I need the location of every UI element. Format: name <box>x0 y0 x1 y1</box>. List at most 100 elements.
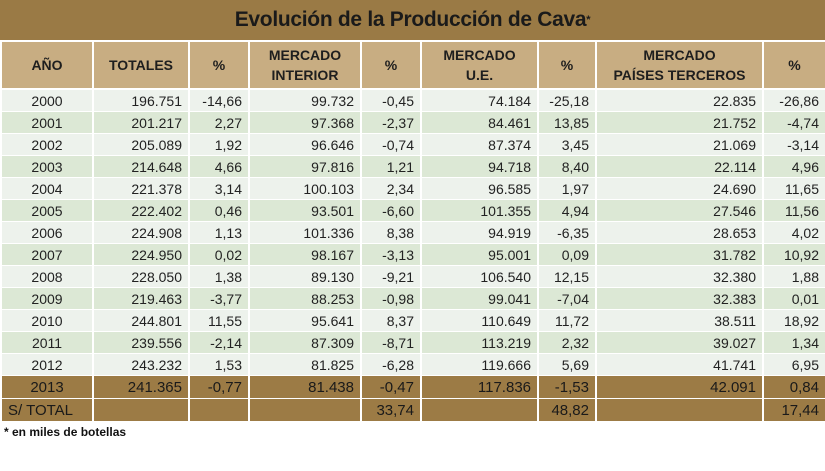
cell-pct-interior: -8,71 <box>360 331 422 354</box>
cell-pct-ue: 5,69 <box>537 353 597 376</box>
cell-pct-interior: -2,37 <box>360 111 422 134</box>
table-row: 2002 205.089 1,92 96.646 -0,74 87.374 3,45 21.0… <box>0 133 825 156</box>
cell-pct-terceros: -26,86 <box>762 89 825 112</box>
cell-pct-ue: 13,85 <box>537 111 597 134</box>
header-ue-line2: U.E. <box>465 67 494 83</box>
cell-pct-totales: 3,14 <box>188 177 250 200</box>
table-row: 2009 219.463 -3,77 88.253 -0,98 99.041 -7,04 32… <box>0 287 825 310</box>
cell-pct-terceros: 11,65 <box>762 177 825 200</box>
header-pct-interior: % <box>360 42 422 90</box>
cell-pct-totales: 1,13 <box>188 221 250 244</box>
cell-year: 2003 <box>0 155 94 178</box>
header-ue-line1: MERCADO <box>443 47 516 63</box>
cell-ue: 99.041 <box>420 287 539 310</box>
cell-pct-totales: -3,77 <box>188 287 250 310</box>
cell-terceros: 22.835 <box>595 89 764 112</box>
cell-pct-terceros: 1,34 <box>762 331 825 354</box>
cell-pct-ue: 0,09 <box>537 243 597 266</box>
cell-terceros: 31.782 <box>595 243 764 266</box>
cell-terceros: 41.741 <box>595 353 764 376</box>
cell-terceros: 21.069 <box>595 133 764 156</box>
table-row: 2010 244.801 11,55 95.641 8,37 110.649 11,72 38… <box>0 309 825 332</box>
subtotal-empty <box>92 398 190 422</box>
cell-interior: 97.368 <box>248 111 362 134</box>
cell-pct-ue: 3,45 <box>537 133 597 156</box>
cell-interior: 88.253 <box>248 287 362 310</box>
cell-ue: 96.585 <box>420 177 539 200</box>
cell-pct-terceros: 4,96 <box>762 155 825 178</box>
cell-pct-interior: -3,13 <box>360 243 422 266</box>
cell-terceros: 22.114 <box>595 155 764 178</box>
cell-terceros: 24.690 <box>595 177 764 200</box>
cell-pct-terceros: -3,14 <box>762 133 825 156</box>
table-row: 2006 224.908 1,13 101.336 8,38 94.919 -6,35 28.… <box>0 221 825 244</box>
cell-year: 2001 <box>0 111 94 134</box>
header-terceros: MERCADO PAÍSES TERCEROS <box>595 42 764 90</box>
table-row: 2007 224.950 0,02 98.167 -3,13 95.001 0,09 31.7… <box>0 243 825 266</box>
table-row: 2008 228.050 1,38 89.130 -9,21 106.540 12,15 32… <box>0 265 825 288</box>
cell-pct-interior: 2,34 <box>360 177 422 200</box>
cell-interior: 81.438 <box>248 375 362 399</box>
table-row: 2011 239.556 -2,14 87.309 -8,71 113.219 2,32 39… <box>0 331 825 354</box>
cell-totales: 243.232 <box>92 353 190 376</box>
cell-pct-interior: 1,21 <box>360 155 422 178</box>
cell-pct-interior: -9,21 <box>360 265 422 288</box>
cell-pct-ue: -7,04 <box>537 287 597 310</box>
cell-pct-interior: -0,98 <box>360 287 422 310</box>
cell-year: 2013 <box>0 375 94 399</box>
table-row: 2012 243.232 1,53 81.825 -6,28 119.666 5,69 41.… <box>0 353 825 376</box>
cell-ue: 84.461 <box>420 111 539 134</box>
cell-terceros: 38.511 <box>595 309 764 332</box>
cell-pct-totales: 0,02 <box>188 243 250 266</box>
table-row: 2001 201.217 2,27 97.368 -2,37 84.461 13,85 21.… <box>0 111 825 134</box>
cell-totales: 224.950 <box>92 243 190 266</box>
cell-year: 2011 <box>0 331 94 354</box>
cell-terceros: 21.752 <box>595 111 764 134</box>
header-row: AÑO TOTALES % MERCADO INTERIOR % MERCADO U… <box>0 42 825 90</box>
subtotal-empty <box>595 398 764 422</box>
cell-ue: 74.184 <box>420 89 539 112</box>
cell-totales: 224.908 <box>92 221 190 244</box>
cell-totales: 219.463 <box>92 287 190 310</box>
cell-interior: 87.309 <box>248 331 362 354</box>
cell-year: 2010 <box>0 309 94 332</box>
header-terceros-line1: MERCADO <box>643 47 716 63</box>
header-interior: MERCADO INTERIOR <box>248 42 362 90</box>
cell-ue: 119.666 <box>420 353 539 376</box>
cell-totales: 214.648 <box>92 155 190 178</box>
cell-pct-terceros: 10,92 <box>762 243 825 266</box>
title-text: Evolución de la Producción de Cava <box>234 8 587 31</box>
header-pct-ue: % <box>537 42 597 90</box>
cell-ue: 106.540 <box>420 265 539 288</box>
cell-interior: 101.336 <box>248 221 362 244</box>
cell-terceros: 27.546 <box>595 199 764 222</box>
cell-year: 2004 <box>0 177 94 200</box>
cell-pct-totales: -0,77 <box>188 375 250 399</box>
cell-pct-terceros: 6,95 <box>762 353 825 376</box>
cell-pct-ue: -1,53 <box>537 375 597 399</box>
cell-terceros: 32.383 <box>595 287 764 310</box>
cell-year: 2006 <box>0 221 94 244</box>
header-pct-totales: % <box>188 42 250 90</box>
cell-pct-totales: 1,38 <box>188 265 250 288</box>
cell-year: 2008 <box>0 265 94 288</box>
cell-pct-ue: -6,35 <box>537 221 597 244</box>
cell-interior: 100.103 <box>248 177 362 200</box>
cell-ue: 113.219 <box>420 331 539 354</box>
header-pct-terceros: % <box>762 42 825 90</box>
header-terceros-line2: PAÍSES TERCEROS <box>613 67 746 83</box>
subtotal-empty <box>188 398 250 422</box>
cell-interior: 81.825 <box>248 353 362 376</box>
footnote: * en miles de botellas <box>4 425 127 439</box>
cell-ue: 94.718 <box>420 155 539 178</box>
cell-year: 2007 <box>0 243 94 266</box>
cell-totales: 205.089 <box>92 133 190 156</box>
cell-terceros: 28.653 <box>595 221 764 244</box>
header-totales: TOTALES <box>92 42 190 90</box>
cell-totales: 201.217 <box>92 111 190 134</box>
table-row: 2003 214.648 4,66 97.816 1,21 94.718 8,40 22.11… <box>0 155 825 178</box>
cell-totales: 241.365 <box>92 375 190 399</box>
cell-pct-terceros: 11,56 <box>762 199 825 222</box>
cell-interior: 97.816 <box>248 155 362 178</box>
cell-year: 2009 <box>0 287 94 310</box>
